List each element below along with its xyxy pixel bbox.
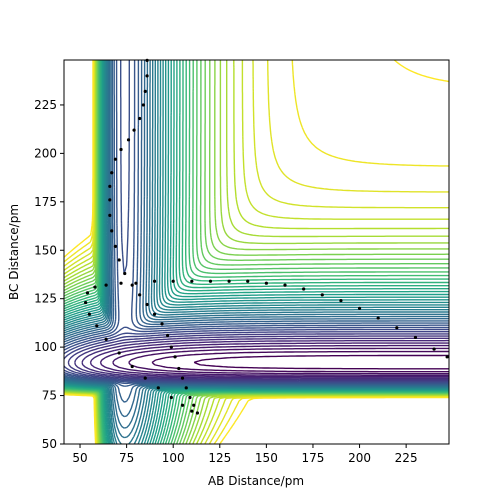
contour-line [63, 60, 449, 384]
trajectory-point [152, 312, 157, 316]
trajectory-point [432, 347, 436, 351]
trajectory-point [113, 157, 118, 161]
trajectory-point [192, 403, 196, 407]
trajectory-point [108, 213, 112, 217]
y-tick-label: 200 [34, 146, 57, 160]
trajectory-point [264, 281, 268, 285]
y-tick-label: 150 [34, 243, 57, 257]
x-tick-label: 100 [162, 451, 185, 465]
trajectory-point [143, 376, 147, 380]
x-tick-label: 75 [119, 451, 134, 465]
trajectory-point [110, 171, 114, 175]
trajectory-point [445, 355, 449, 359]
trajectory-point [190, 279, 194, 283]
trajectory-point [145, 74, 149, 78]
x-tick-label: 125 [208, 451, 231, 465]
trajectory-point [85, 291, 90, 295]
trajectory-point [171, 279, 175, 283]
trajectory-point [246, 279, 250, 283]
trajectory-point [195, 411, 200, 415]
trajectory-point [169, 345, 173, 349]
trajectory-point [173, 355, 177, 359]
contour-line [74, 335, 449, 381]
trajectory-point [117, 258, 121, 262]
trajectory-point [169, 395, 173, 400]
x-tick-label: 50 [72, 451, 87, 465]
y-tick-label: 225 [34, 98, 57, 112]
y-tick-label: 100 [34, 340, 57, 354]
trajectory-point [108, 184, 112, 188]
trajectory-point [227, 279, 231, 283]
contour-line [89, 339, 449, 379]
x-tick-label: 150 [255, 451, 278, 465]
trajectory-point [132, 128, 136, 132]
trajectory-point [177, 366, 181, 371]
plot-frame [63, 59, 450, 445]
contour-line [193, 354, 449, 370]
trajectory-point [119, 281, 123, 285]
trajectory-point [339, 299, 343, 303]
trajectory-point [188, 395, 192, 400]
trajectory-point [376, 316, 380, 320]
trajectory-point [156, 386, 160, 390]
x-tick-label: 200 [348, 451, 371, 465]
trajectory-point [320, 293, 324, 297]
y-tick-label: 175 [34, 195, 57, 209]
trajectory-point [95, 324, 99, 328]
trajectory-point [93, 285, 97, 289]
contour-line [67, 333, 450, 382]
contour-line [151, 350, 449, 373]
trajectory-point [302, 287, 306, 291]
trajectory-point [180, 376, 185, 380]
trajectory-point [138, 116, 142, 121]
trajectory-point [126, 138, 131, 142]
contour-line [112, 344, 449, 376]
trajectory-point [357, 306, 362, 310]
trajectory-point [141, 103, 145, 107]
x-tick-label: 175 [302, 451, 325, 465]
trajectory-point [160, 322, 164, 326]
trajectory-point [113, 244, 118, 248]
trajectory-point [110, 229, 114, 233]
trajectory-point [145, 302, 149, 307]
trajectory-point [395, 326, 399, 330]
trajectory-point [184, 386, 188, 390]
trajectory-point [166, 333, 170, 338]
trajectory-point [108, 198, 112, 202]
trajectory-point [84, 300, 88, 305]
contour-line [81, 337, 449, 380]
y-tick-label: 50 [42, 437, 57, 451]
trajectory-point [152, 279, 157, 283]
trajectory-point [119, 147, 123, 152]
x-tick-label: 225 [395, 451, 418, 465]
trajectory-point [283, 283, 287, 287]
trajectory-point [190, 409, 194, 413]
trajectory-point [130, 283, 134, 287]
y-tick-label: 125 [34, 292, 57, 306]
trajectory-point [134, 281, 138, 285]
trajectory-point [87, 312, 91, 316]
trajectory-point [180, 403, 185, 407]
y-axis-label: BC Distance/pm [7, 204, 21, 300]
trajectory-point [413, 335, 418, 340]
trajectory-point [143, 89, 147, 93]
x-axis-label: AB Distance/pm [208, 474, 304, 488]
contour-line [128, 347, 449, 375]
contour-line [99, 342, 449, 378]
trajectory-point [117, 351, 121, 355]
trajectory-point [130, 364, 134, 369]
contour-line [63, 59, 450, 445]
trajectory-point [104, 283, 108, 287]
trajectory-point [138, 293, 142, 297]
trajectory-point [123, 271, 127, 276]
trajectory-point [208, 279, 213, 283]
y-tick-label: 75 [42, 389, 57, 403]
trajectory-point [104, 337, 108, 341]
